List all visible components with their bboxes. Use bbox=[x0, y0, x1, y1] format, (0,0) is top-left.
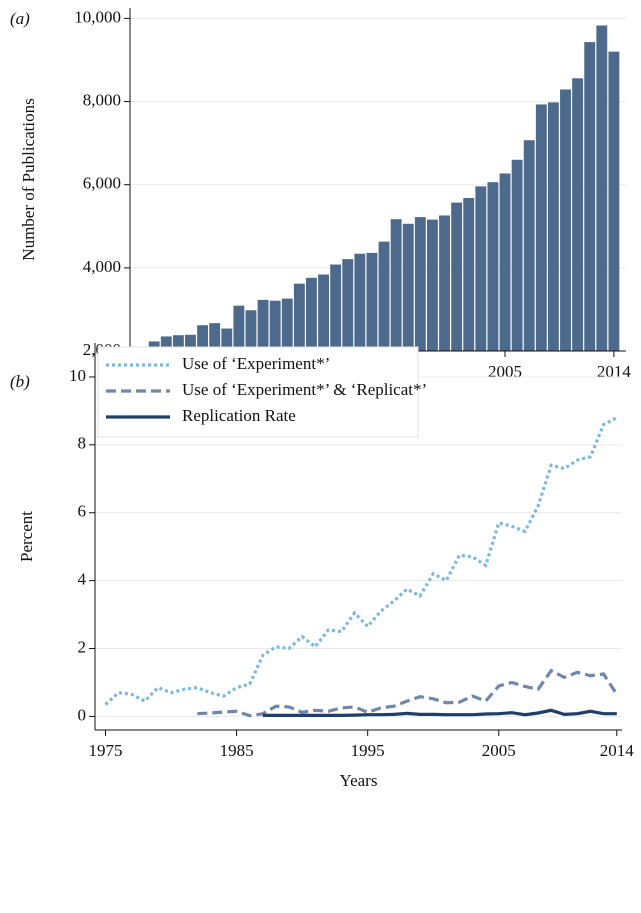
bar bbox=[511, 159, 523, 351]
bar bbox=[233, 305, 245, 351]
bar bbox=[293, 283, 305, 351]
bar bbox=[342, 259, 354, 351]
bar bbox=[354, 253, 366, 351]
bar bbox=[390, 219, 402, 351]
y-tick-label: 0 bbox=[78, 705, 87, 724]
line-series bbox=[197, 668, 619, 718]
bar bbox=[414, 217, 426, 351]
bar bbox=[451, 202, 463, 351]
x-tick-label: 2014 bbox=[597, 362, 632, 381]
bar bbox=[245, 310, 257, 351]
bar bbox=[306, 277, 317, 351]
y-tick-label: 8 bbox=[78, 434, 87, 453]
x-tick-label: 1975 bbox=[88, 741, 122, 760]
bar bbox=[584, 42, 596, 351]
x-axis-label: Years bbox=[340, 771, 378, 790]
bar bbox=[366, 252, 378, 351]
y-axis-label: Percent bbox=[17, 511, 36, 562]
bar bbox=[523, 140, 535, 351]
x-tick-label: 2014 bbox=[600, 741, 635, 760]
y-tick-label: 4,000 bbox=[83, 257, 121, 276]
panel-label: (a) bbox=[10, 9, 30, 28]
bar bbox=[330, 264, 342, 351]
panel-label: (b) bbox=[10, 372, 30, 391]
bar bbox=[281, 298, 293, 351]
bar bbox=[499, 173, 511, 351]
line-series bbox=[262, 708, 617, 717]
x-tick-label: 1995 bbox=[351, 741, 385, 760]
y-tick-label: 10,000 bbox=[74, 7, 121, 26]
y-tick-label: 8,000 bbox=[83, 90, 121, 109]
bar bbox=[172, 335, 184, 351]
legend-label: Use of ‘Experiment*’ & ‘Replicat*’ bbox=[182, 380, 427, 399]
bar bbox=[487, 182, 499, 351]
x-tick-label: 1985 bbox=[220, 741, 254, 760]
x-tick-label: 2005 bbox=[488, 362, 522, 381]
y-tick-label: 6,000 bbox=[83, 174, 121, 193]
bar bbox=[572, 78, 584, 351]
bar bbox=[426, 219, 438, 351]
bar bbox=[185, 334, 196, 351]
bar bbox=[475, 186, 487, 351]
bar bbox=[560, 89, 571, 351]
bar bbox=[197, 325, 209, 351]
legend-label: Replication Rate bbox=[182, 406, 296, 425]
x-tick-label: 2005 bbox=[482, 741, 516, 760]
y-tick-label: 10 bbox=[69, 366, 86, 385]
y-tick-label: 6 bbox=[78, 502, 87, 521]
bar bbox=[269, 300, 281, 351]
legend-label: Use of ‘Experiment*’ bbox=[182, 354, 330, 373]
bar bbox=[463, 198, 475, 351]
bar bbox=[318, 274, 330, 351]
bar bbox=[378, 241, 390, 351]
y-tick-label: 4 bbox=[78, 570, 87, 589]
bar bbox=[160, 336, 172, 351]
bar bbox=[439, 215, 450, 351]
line-series bbox=[104, 416, 618, 706]
bar bbox=[221, 328, 233, 351]
bar bbox=[209, 323, 221, 351]
bar bbox=[547, 102, 559, 351]
bar bbox=[608, 51, 620, 352]
bar bbox=[257, 299, 269, 351]
y-axis-label: Number of Publications bbox=[19, 98, 38, 260]
bar bbox=[402, 223, 414, 351]
bar bbox=[596, 25, 608, 351]
bar bbox=[535, 104, 547, 352]
legend: Use of ‘Experiment*’ Use of ‘Experiment*’… bbox=[97, 346, 427, 438]
bar bbox=[148, 341, 160, 351]
y-tick-label: 2 bbox=[78, 637, 87, 656]
